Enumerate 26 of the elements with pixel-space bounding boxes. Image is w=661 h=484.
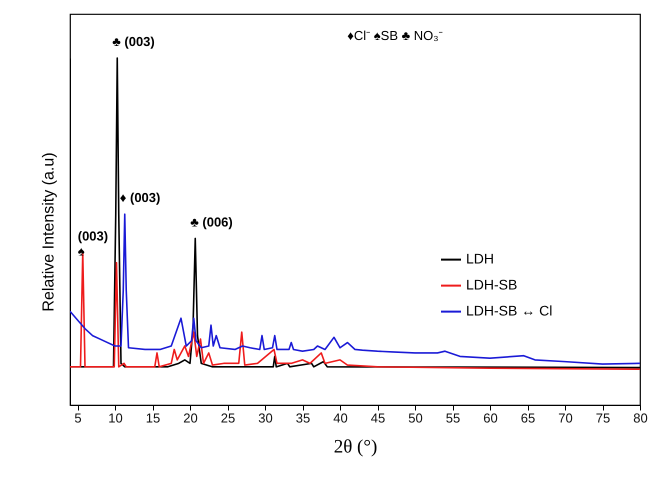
legend-label: LDH-SB ↔ Cl (466, 302, 552, 319)
legend-label: LDH-SB (466, 276, 518, 293)
x-tick-label: 25 (220, 410, 236, 426)
annotation: ♦ (003) (120, 190, 160, 206)
x-tick-label: 50 (408, 410, 423, 426)
annotation: (003) ♠ (78, 228, 108, 258)
x-tick-label: 65 (520, 410, 536, 426)
x-tick-label: 10 (108, 410, 123, 426)
text: ♦Cl⁻ ♠SB ♣ NO₃⁻ (347, 28, 443, 43)
x-tick-label: 20 (183, 410, 198, 426)
x-tick-label: 5 (74, 410, 82, 426)
x-tick-label: 35 (296, 410, 310, 426)
x-tick-label: 40 (333, 410, 348, 426)
x-tick-label: 70 (558, 410, 573, 426)
x-tick-label: 45 (370, 410, 386, 426)
x-tick-label: 15 (146, 410, 160, 426)
x-tick-label: 30 (258, 410, 273, 426)
x-tick-label: 55 (446, 410, 460, 426)
annotation: ♣ (003) (112, 34, 155, 49)
annotation: ♣ (006) (190, 214, 233, 230)
y-axis-title: Relative Intensity (a.u) (40, 152, 58, 312)
x-tick-label: 75 (596, 410, 610, 426)
legend-label: LDH (466, 250, 494, 267)
x-tick-label: 80 (633, 410, 648, 426)
x-tick-label: 60 (483, 410, 498, 426)
x-axis-title: 2θ (°) (334, 436, 378, 458)
